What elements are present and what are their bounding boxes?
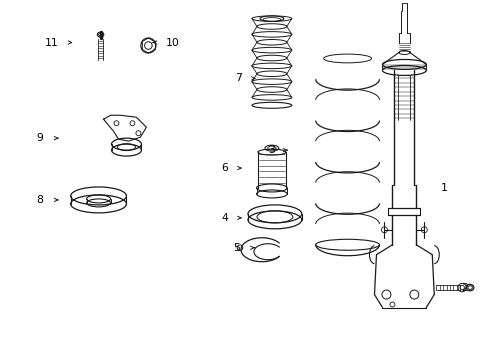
Text: 10: 10 bbox=[165, 37, 179, 48]
Text: 9: 9 bbox=[36, 133, 42, 143]
Text: 8: 8 bbox=[36, 195, 42, 205]
Text: 4: 4 bbox=[221, 213, 227, 223]
Text: 11: 11 bbox=[45, 37, 59, 48]
Text: 1: 1 bbox=[440, 183, 447, 193]
Text: 5: 5 bbox=[233, 243, 240, 253]
Text: 7: 7 bbox=[235, 73, 242, 84]
Text: 2: 2 bbox=[460, 283, 467, 293]
Text: 3: 3 bbox=[267, 145, 274, 155]
Text: 6: 6 bbox=[221, 163, 227, 173]
